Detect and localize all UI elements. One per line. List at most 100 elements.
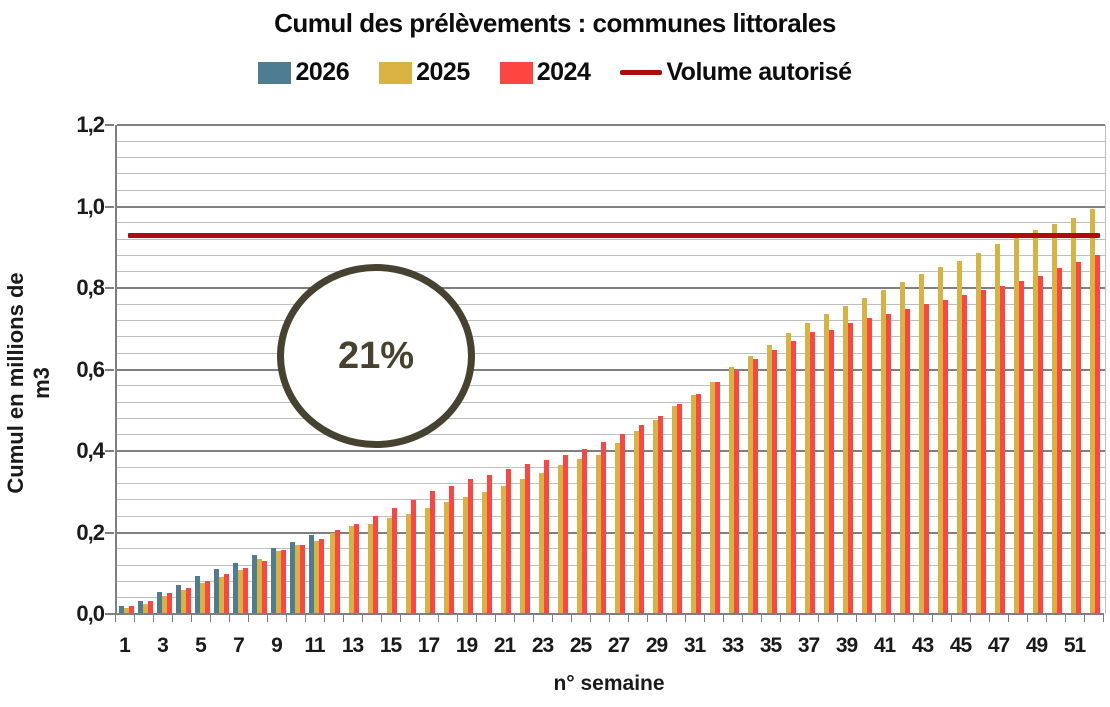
volume-autorise-line bbox=[128, 232, 1100, 238]
bar-2025 bbox=[181, 589, 186, 614]
gridline-minor bbox=[117, 271, 1105, 273]
gridline-major bbox=[117, 205, 1105, 208]
x-axis-tick bbox=[931, 615, 933, 622]
y-tick-label: 0,0 bbox=[76, 601, 105, 626]
legend-swatch-2026 bbox=[258, 61, 292, 84]
x-axis-tick bbox=[646, 615, 648, 622]
y-tick-label: 0,2 bbox=[76, 519, 105, 545]
bar-2026 bbox=[138, 600, 143, 614]
x-tick-label: 27 bbox=[607, 634, 630, 657]
x-axis-tick bbox=[323, 615, 325, 622]
bar-2025 bbox=[634, 431, 639, 614]
bar-2025 bbox=[577, 458, 582, 614]
x-axis-tick bbox=[152, 615, 154, 622]
bar-2024 bbox=[186, 588, 191, 614]
x-axis-tick bbox=[950, 615, 952, 622]
bar-2024 bbox=[1000, 286, 1005, 614]
bar-2025 bbox=[710, 382, 715, 614]
x-tick-label: 43 bbox=[911, 634, 934, 657]
bar-2024 bbox=[1095, 255, 1100, 614]
x-axis-tick bbox=[912, 615, 914, 622]
bar-2024 bbox=[243, 567, 248, 614]
bar-2025 bbox=[1090, 208, 1095, 614]
x-tick-label: 17 bbox=[417, 634, 440, 657]
bar-2025 bbox=[425, 508, 430, 614]
bar-2024 bbox=[1019, 280, 1024, 614]
bar-2026 bbox=[233, 563, 238, 614]
bar-2024 bbox=[791, 341, 796, 614]
bar-2024 bbox=[886, 313, 891, 614]
annotation-percentage: 21% bbox=[337, 334, 415, 377]
bar-2025 bbox=[349, 526, 354, 614]
bar-2024 bbox=[696, 393, 701, 614]
x-tick-label: 29 bbox=[645, 634, 668, 657]
gridline-minor bbox=[117, 483, 1105, 485]
bar-2025 bbox=[1014, 236, 1019, 614]
bar-2024 bbox=[563, 455, 568, 614]
gridline-major bbox=[117, 287, 1105, 289]
bar-2026 bbox=[214, 569, 219, 614]
bar-2025 bbox=[444, 502, 449, 614]
gridline-minor bbox=[117, 515, 1105, 517]
y-axis-tick bbox=[105, 531, 114, 534]
gridline-minor bbox=[117, 466, 1105, 468]
bar-2024 bbox=[544, 459, 549, 614]
y-axis-tick bbox=[105, 450, 114, 452]
bar-2024 bbox=[506, 468, 511, 614]
x-axis-tick bbox=[893, 615, 895, 622]
x-tick-label: 45 bbox=[949, 634, 972, 657]
bar-2024 bbox=[487, 474, 492, 614]
y-axis-tick bbox=[105, 368, 114, 371]
bar-2024 bbox=[734, 369, 739, 614]
bar-2025 bbox=[938, 267, 943, 614]
legend-line-icon bbox=[620, 70, 663, 75]
bar-2026 bbox=[157, 591, 162, 614]
x-axis-tick bbox=[361, 615, 363, 622]
x-axis-tick bbox=[1064, 615, 1066, 622]
bar-2025 bbox=[219, 577, 224, 614]
bar-2026 bbox=[309, 534, 314, 614]
bar-2024 bbox=[449, 486, 454, 614]
bar-2024 bbox=[224, 574, 229, 614]
bar-2025 bbox=[824, 314, 829, 614]
x-tick-label: 33 bbox=[721, 634, 744, 657]
gridline-minor bbox=[117, 385, 1105, 387]
bar-2024 bbox=[962, 295, 967, 614]
bar-2024 bbox=[658, 415, 663, 614]
x-axis-tick bbox=[969, 615, 971, 622]
bar-2025 bbox=[330, 532, 335, 614]
x-axis-tick bbox=[817, 615, 819, 622]
bar-2025 bbox=[1071, 217, 1076, 614]
x-axis-tick bbox=[513, 615, 515, 622]
y-tick-label: 0,8 bbox=[76, 275, 105, 300]
bar-2025 bbox=[843, 305, 848, 614]
x-axis-line bbox=[113, 613, 1104, 615]
gridline-minor bbox=[117, 222, 1105, 224]
gridline-major bbox=[117, 450, 1105, 452]
bar-2024 bbox=[129, 605, 134, 614]
bar-2024 bbox=[167, 592, 172, 614]
annotation-circle: 21% bbox=[277, 264, 475, 448]
gridline-major bbox=[117, 531, 1105, 534]
bar-2024 bbox=[468, 478, 473, 614]
bar-2024 bbox=[639, 425, 644, 614]
legend-swatch-2024 bbox=[499, 61, 533, 84]
bar-2024 bbox=[867, 318, 872, 614]
gridline-minor bbox=[117, 140, 1105, 142]
x-axis-tick bbox=[627, 615, 629, 622]
bar-2025 bbox=[729, 367, 734, 614]
bar-2025 bbox=[387, 518, 392, 614]
x-axis-tick bbox=[1102, 615, 1104, 622]
x-axis-title: n° semaine bbox=[553, 672, 665, 695]
gridline-minor bbox=[117, 564, 1105, 566]
bar-2025 bbox=[900, 281, 905, 614]
bar-2024 bbox=[354, 523, 359, 614]
bar-2024 bbox=[430, 490, 435, 614]
gridline-minor bbox=[117, 597, 1105, 599]
x-axis-tick bbox=[722, 615, 724, 622]
y-tick-label: 0,4 bbox=[76, 438, 105, 463]
x-axis-tick bbox=[266, 615, 268, 622]
x-tick-label: 51 bbox=[1063, 634, 1086, 657]
bar-2024 bbox=[848, 323, 853, 614]
bar-2024 bbox=[772, 349, 777, 614]
